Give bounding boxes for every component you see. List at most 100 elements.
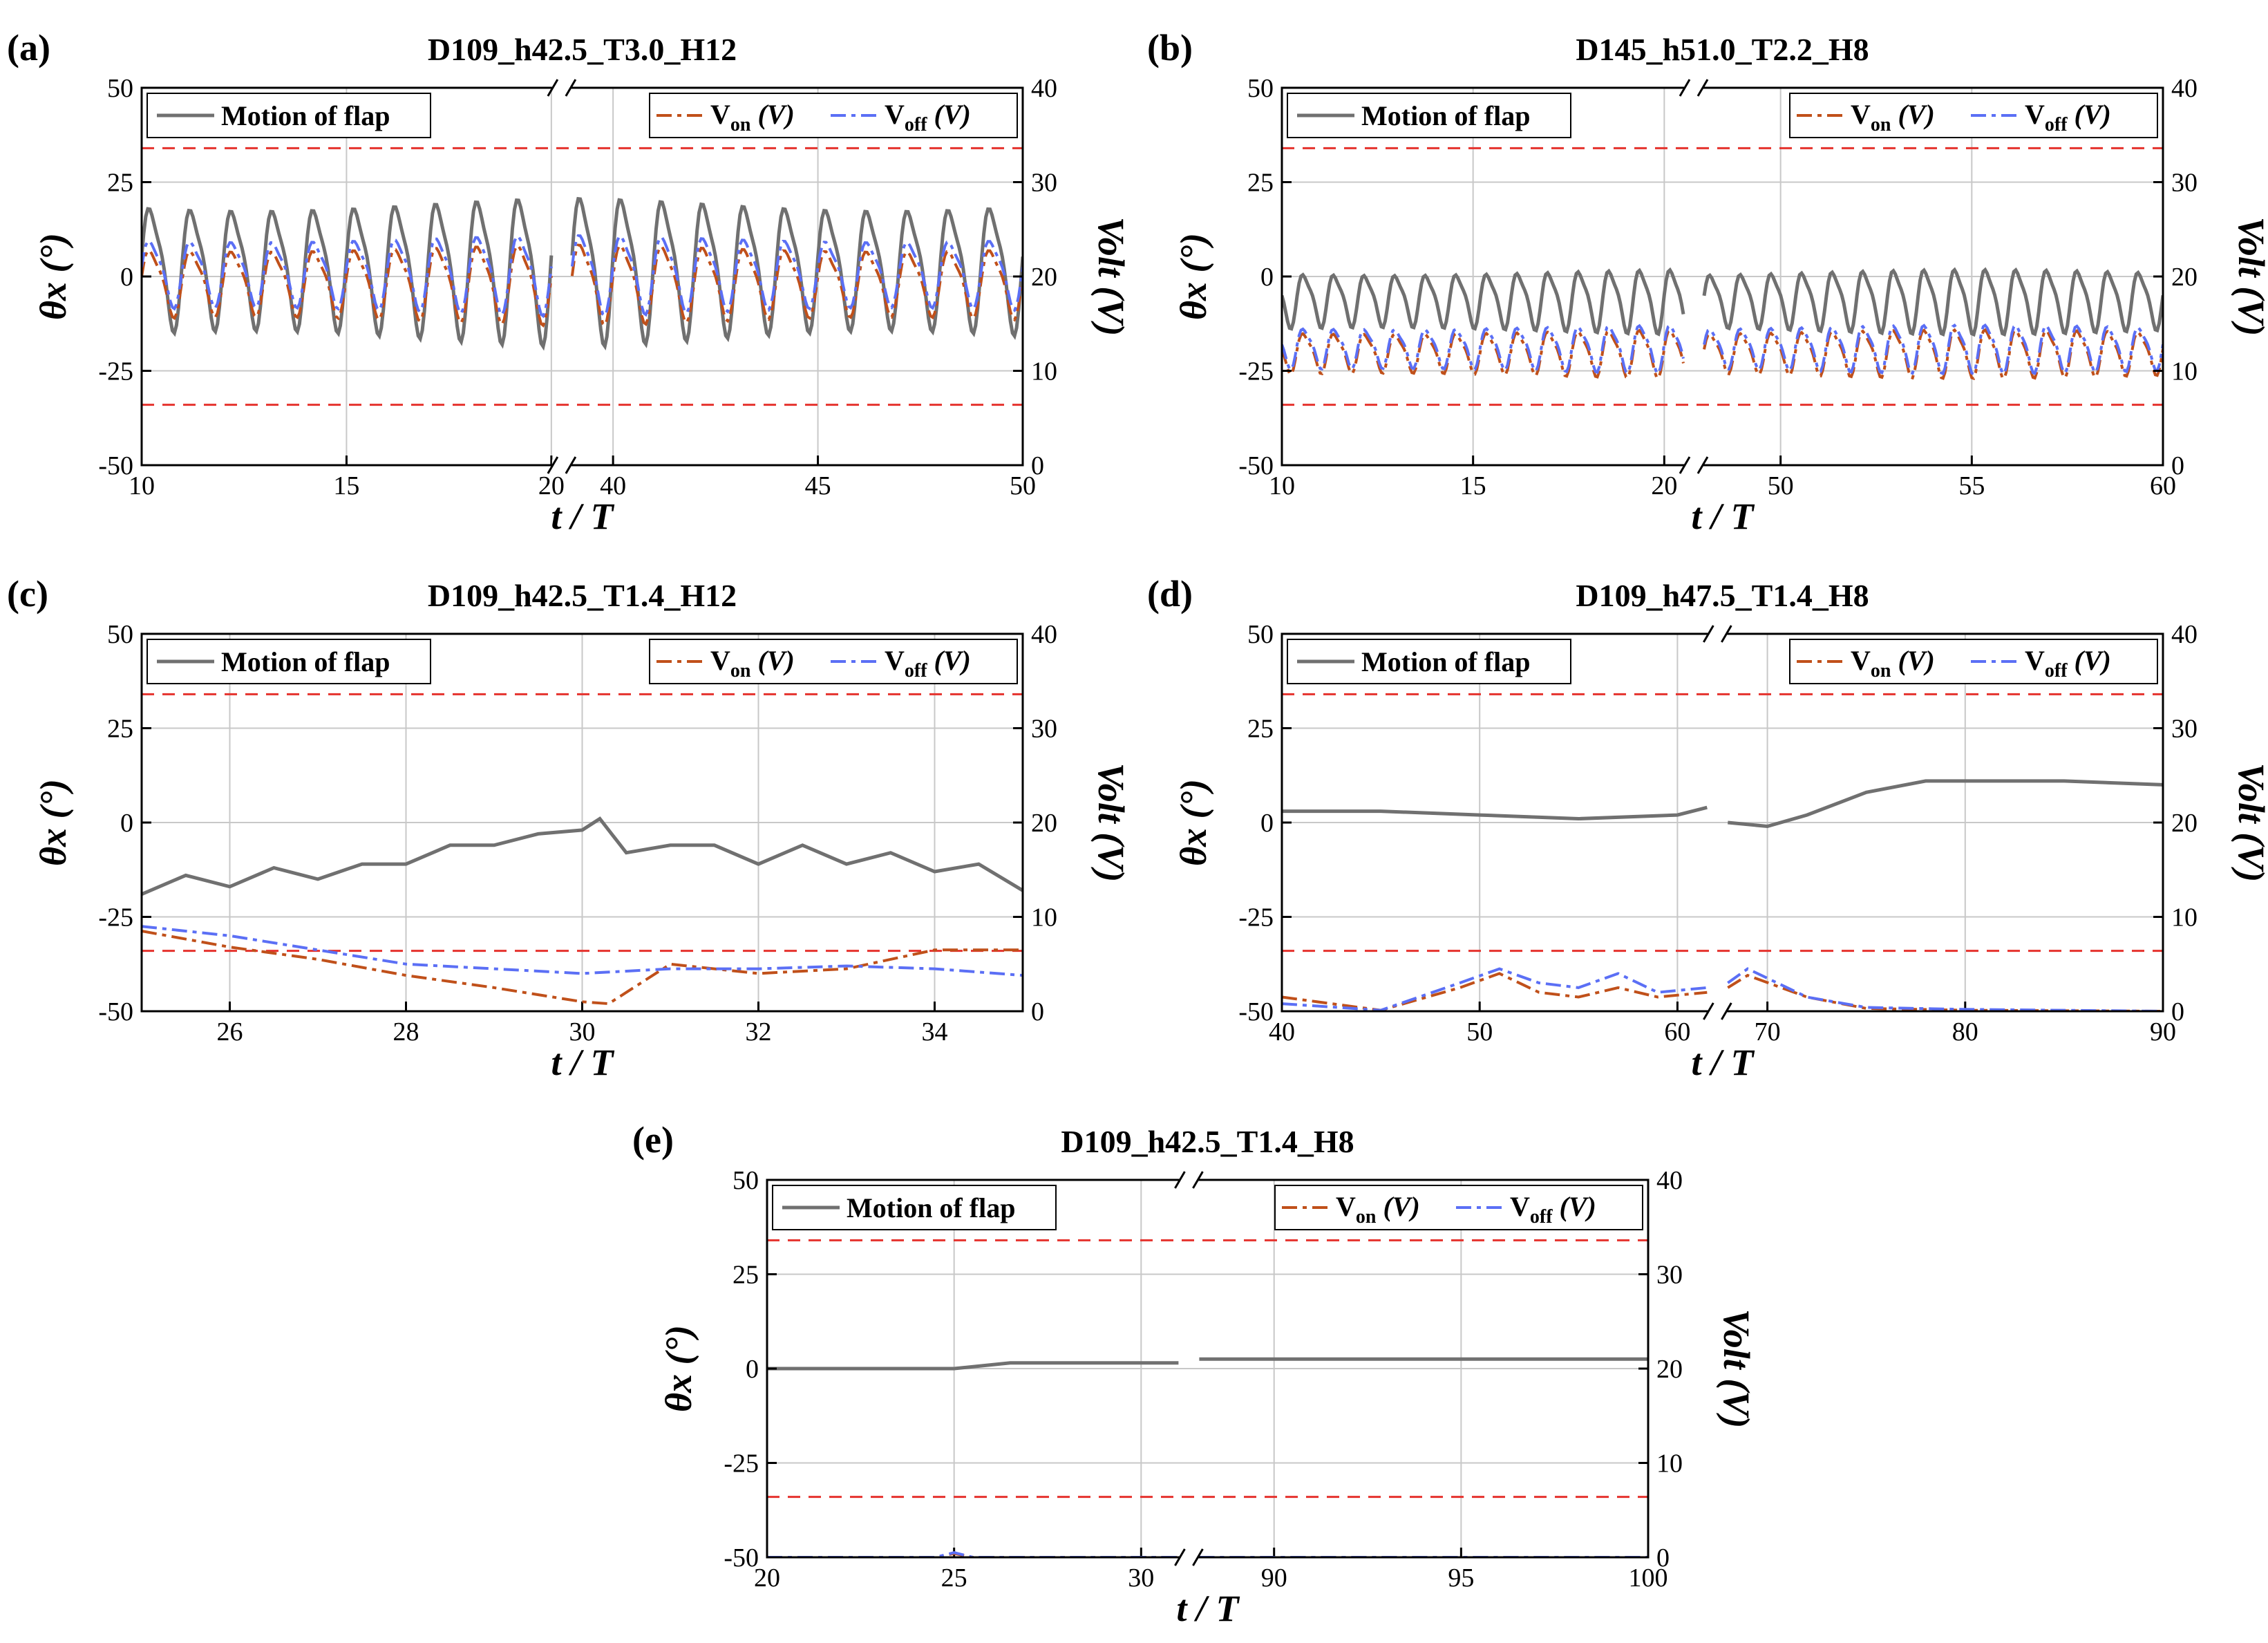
series-von-v-line: [142, 244, 553, 328]
y-tick-label: 25: [107, 169, 133, 198]
axis-break-mark: [547, 456, 559, 474]
series-voff-v-line: [767, 1551, 1179, 1557]
x-tick-label: 26: [217, 1017, 243, 1046]
panel-label: (e): [632, 1119, 674, 1161]
legend-label-voff: Voff (V): [885, 645, 971, 682]
y-tick-label: -25: [98, 903, 133, 932]
x-tick-label: 40: [1269, 1017, 1295, 1046]
y2-tick-label: 10: [1656, 1449, 1683, 1478]
x-tick-label: 50: [1466, 1017, 1493, 1046]
axis-break-mask: [551, 82, 571, 93]
series-voff-v-line: [570, 234, 1023, 319]
y2-tick-label: 40: [1656, 1166, 1683, 1195]
y-tick-label: -50: [98, 997, 133, 1026]
y2-tick-label: 40: [1031, 74, 1057, 103]
series-motion-of-flap-line: [1282, 267, 1685, 337]
y-tick-label: 0: [1260, 263, 1274, 292]
chart-panel-3: 26 28 30 32 34 50 25 0 -25 -50 40 30 20 10 0 D109_h42.5…: [7, 573, 1132, 1083]
axis-break-mark: [565, 456, 577, 474]
y-tick-label: -25: [1238, 903, 1274, 932]
y2-axis-label: Volt (V): [1090, 217, 1132, 337]
x-tick-label: 15: [1460, 471, 1486, 500]
y-tick-label: -50: [98, 451, 133, 480]
x-tick-label: 50: [1010, 471, 1036, 500]
panel-title: D145_h51.0_T2.2_H8: [1576, 32, 1869, 67]
y-axis-label: θx (°): [658, 1325, 699, 1412]
series-voff-v-line: [1282, 323, 1685, 375]
panel-title: D109_h42.5_T1.4_H12: [428, 578, 737, 613]
x-tick-label: 34: [922, 1017, 948, 1046]
y-tick-label: -25: [98, 357, 133, 386]
x-tick-label: 30: [569, 1017, 596, 1046]
x-tick-label: 10: [129, 471, 155, 500]
y-axis-label: θx (°): [32, 779, 74, 866]
panel-label: (a): [7, 27, 50, 68]
x-tick-label: 25: [941, 1564, 967, 1593]
y2-tick-label: 30: [2171, 715, 2198, 744]
panel-title: D109_h42.5_T3.0_H12: [428, 32, 737, 67]
x-tick-label: 55: [1958, 471, 1985, 500]
axis-break-mark: [1192, 1171, 1204, 1189]
series-von-v-line: [1282, 972, 1708, 1011]
y2-axis-label: Volt (V): [2231, 763, 2268, 883]
chart-panel-1: 10 15 20 40 45 50 50 25 0 -25 -50 40 30 20 10 0 D109_h42…: [7, 27, 1132, 537]
series-motion-of-flap-line: [142, 816, 1023, 896]
y2-tick-label: 20: [2171, 263, 2198, 292]
x-tick-label: 32: [746, 1017, 772, 1046]
axis-break-mark: [1174, 1171, 1186, 1189]
y2-tick-label: 20: [1031, 263, 1057, 292]
legend-voltage: Von (V) Voff (V): [1789, 639, 2158, 684]
legend-label-von: Von (V): [710, 645, 795, 682]
y-tick-label: -50: [1238, 997, 1274, 1026]
x-axis-label: t / T: [1177, 1588, 1240, 1629]
legend-motion: Motion of flap: [772, 1185, 1057, 1230]
y2-tick-label: 10: [2171, 903, 2198, 932]
legend-voltage: Von (V) Voff (V): [1274, 1185, 1643, 1230]
y-axis-label: θx (°): [1173, 233, 1214, 320]
x-axis-label: t / T: [551, 496, 615, 537]
y2-tick-label: 10: [2171, 357, 2198, 386]
x-tick-label: 80: [1952, 1017, 1978, 1046]
x-tick-label: 95: [1448, 1564, 1474, 1593]
y-tick-label: -50: [724, 1543, 759, 1572]
legend-label-von: Von (V): [1851, 99, 1935, 135]
y2-tick-label: 30: [1031, 715, 1057, 744]
chart-panel-5: 20 25 30 90 95 10050250-25-50403020100D109_h4…: [632, 1119, 1757, 1629]
series-motion-of-flap-line: [570, 196, 1023, 350]
y2-tick-label: 20: [1031, 809, 1057, 838]
axis-break-mask: [551, 460, 571, 471]
series-voff-v-line: [142, 925, 1023, 977]
y-tick-label: 50: [107, 620, 133, 649]
y-tick-label: 0: [120, 809, 133, 838]
y-tick-label: 50: [1247, 620, 1274, 649]
legend-voltage: Von (V) Voff (V): [649, 639, 1018, 684]
x-axis-label: t / T: [551, 1042, 615, 1083]
axis-break-mask: [1708, 628, 1728, 639]
axis-break-mark: [1721, 625, 1732, 643]
x-tick-label: 28: [393, 1017, 419, 1046]
y2-tick-label: 0: [2171, 451, 2184, 480]
legend-label-von: Von (V): [710, 99, 795, 135]
x-tick-label: 70: [1755, 1017, 1781, 1046]
axis-break-mark: [547, 79, 559, 97]
y2-tick-label: 20: [2171, 809, 2198, 838]
panel-label: (d): [1147, 573, 1193, 614]
axis-break-mask: [1684, 82, 1703, 93]
x-tick-label: 15: [333, 471, 359, 500]
y2-axis-label: Volt (V): [1716, 1309, 1757, 1429]
series-motion-of-flap-line: [1702, 267, 2163, 337]
x-tick-label: 45: [805, 471, 831, 500]
y2-tick-label: 20: [1656, 1355, 1683, 1384]
x-tick-label: 60: [2150, 471, 2176, 500]
y-tick-label: -50: [1238, 451, 1274, 480]
y2-tick-label: 30: [1031, 169, 1057, 198]
legend-box: [1789, 93, 2158, 138]
plot-area: [1282, 779, 2163, 1011]
y2-tick-label: 30: [2171, 169, 2198, 198]
x-tick-label: 100: [1629, 1564, 1668, 1593]
x-tick-label: 90: [1261, 1564, 1287, 1593]
y-tick-label: -25: [1238, 357, 1274, 386]
legend-label-voff: Voff (V): [885, 99, 971, 135]
plot-area: [142, 196, 1023, 351]
